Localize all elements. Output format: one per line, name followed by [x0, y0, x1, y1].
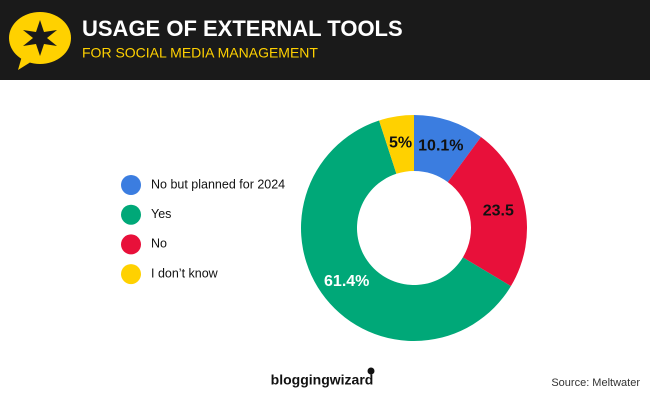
- donut-slice: [447, 137, 527, 287]
- legend-swatch: [121, 204, 141, 225]
- value-label: 23.5: [483, 202, 514, 219]
- brand-logo: bloggingwizard: [271, 372, 374, 388]
- header-icon: [9, 12, 71, 70]
- value-label: 5%: [389, 134, 412, 151]
- chart-title: USAGE OF EXTERNAL TOOLS: [82, 16, 403, 41]
- donut-slice: [379, 115, 414, 174]
- header-band: [0, 0, 650, 80]
- chart-subtitle: FOR SOCIAL MEDIA MANAGEMENT: [82, 45, 318, 61]
- donut-slice: [300, 120, 511, 342]
- legend-label: No: [151, 237, 167, 251]
- legend-swatch: [121, 234, 141, 255]
- source: Source: Meltwater: [551, 377, 640, 389]
- legend-swatch: [121, 264, 141, 285]
- value-label: 10.1%: [418, 138, 463, 155]
- legend-label: Yes: [151, 207, 171, 221]
- legend-label: I don’t know: [151, 266, 219, 280]
- legend-label: No but planned for 2024: [151, 177, 285, 191]
- donut-slice: [414, 115, 481, 183]
- legend-swatch: [121, 175, 141, 195]
- brand-dot: [367, 367, 375, 375]
- value-label: 61.4%: [324, 273, 369, 290]
